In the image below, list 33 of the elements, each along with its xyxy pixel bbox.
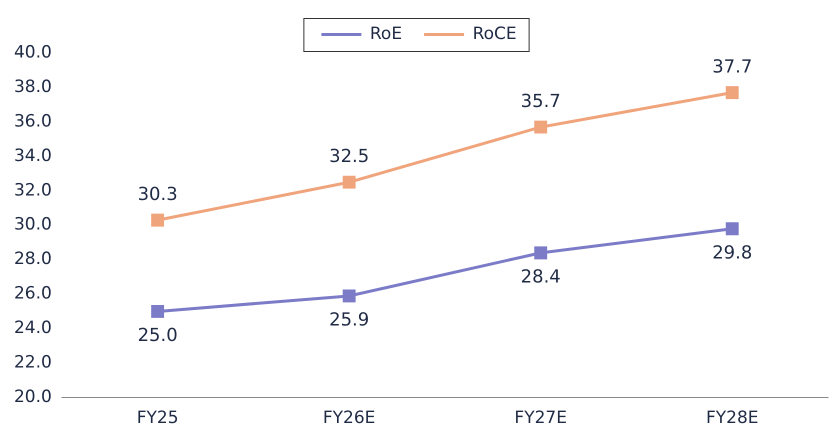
point <box>151 214 164 227</box>
data-label: 37.7 <box>712 56 752 78</box>
y-tick-label: 20.0 <box>14 387 52 408</box>
point <box>726 222 739 236</box>
y-tick-label: 24.0 <box>14 318 52 338</box>
y-tick-label: 28.0 <box>14 249 52 270</box>
x-tick-label: FY27E <box>514 408 567 428</box>
x-tick-label: FY28E <box>706 408 759 428</box>
y-tick-label: 30.0 <box>14 214 52 235</box>
data-label: 25.0 <box>138 325 178 346</box>
data-label: 29.8 <box>712 242 752 264</box>
point <box>726 86 739 100</box>
x-tick-label: FY25 <box>136 408 179 428</box>
point <box>151 305 164 318</box>
data-label: 35.7 <box>520 90 561 112</box>
data-label: 30.3 <box>138 184 178 205</box>
legend-label: RoE <box>370 24 402 44</box>
data-label: 28.4 <box>520 266 561 288</box>
y-tick-label: 34.0 <box>14 146 52 166</box>
x-tick-label: FY26E <box>322 408 376 428</box>
data-label: 32.5 <box>329 146 370 167</box>
point <box>342 289 356 302</box>
y-tick-label: 36.0 <box>14 111 52 132</box>
point <box>534 246 548 260</box>
point <box>534 120 548 134</box>
y-tick-label: 38.0 <box>14 76 52 97</box>
y-tick-label: 22.0 <box>14 352 52 373</box>
y-tick-label: 26.0 <box>14 284 52 304</box>
y-tick-label: 32.0 <box>14 180 52 200</box>
data-label: 25.9 <box>329 310 370 331</box>
point <box>342 176 356 189</box>
legend-label: RoCE <box>472 24 517 44</box>
y-tick-label: 40.0 <box>14 42 52 62</box>
